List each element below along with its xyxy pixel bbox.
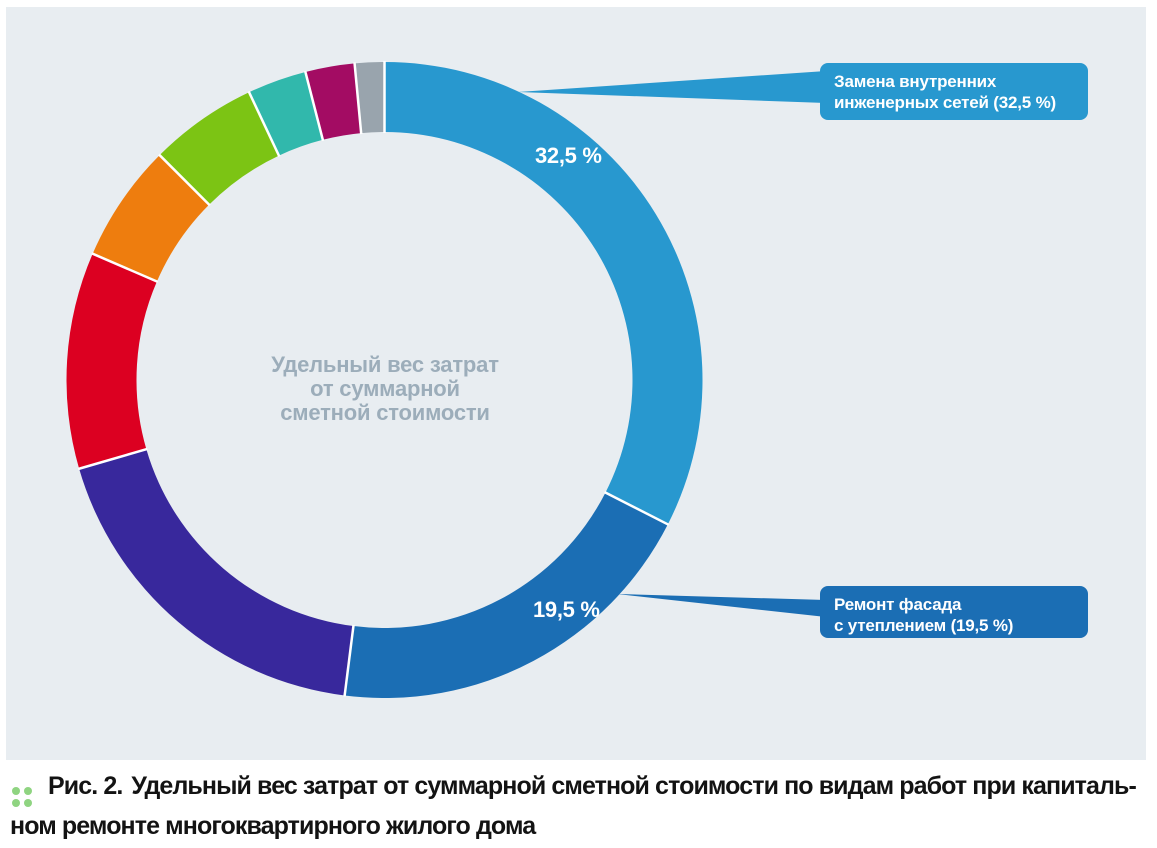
callout-line: Ремонт фасада bbox=[834, 595, 962, 614]
center-label-line: сметной стоимости bbox=[280, 400, 490, 425]
callout-line: с утеплением (19,5 %) bbox=[834, 616, 1014, 635]
segment-separator bbox=[343, 624, 355, 697]
donut-segment bbox=[384, 62, 703, 525]
callout-line: Замена внутренних bbox=[834, 72, 997, 91]
figure-caption: Рис. 2. Удельный вес затрат от суммарной … bbox=[10, 767, 1157, 845]
caption-text: Удельный вес затрат от суммарной сметной… bbox=[131, 772, 1136, 800]
caption-line-2: ном ремонте многоквартирного жилого дома bbox=[10, 812, 536, 840]
callout-line: инженерных сетей (32,5 %) bbox=[834, 93, 1056, 112]
center-label-line: от суммарной bbox=[310, 376, 460, 401]
segment-separator bbox=[303, 70, 325, 142]
marker-dot bbox=[24, 799, 32, 807]
chart-center-label: Удельный вес затрат от суммарной сметной… bbox=[230, 353, 540, 425]
segment-separator bbox=[91, 252, 159, 284]
marker-dot bbox=[12, 799, 20, 807]
donut-segment bbox=[159, 92, 279, 205]
donut-segment bbox=[344, 492, 668, 698]
marker-dot bbox=[24, 787, 32, 795]
caption-prefix: Рис. 2. bbox=[48, 772, 123, 800]
segment-separator bbox=[604, 491, 670, 526]
donut-segment bbox=[92, 155, 210, 282]
slice-value-label-32-5: 32,5 % bbox=[535, 143, 602, 168]
donut-segment bbox=[66, 253, 157, 469]
donut-segment bbox=[79, 449, 354, 696]
caption-line-1: Рис. 2. Удельный вес затрат от суммарной … bbox=[10, 767, 1157, 807]
marker-dot bbox=[12, 787, 20, 795]
donut-segment bbox=[249, 71, 323, 156]
callout-connector bbox=[617, 594, 826, 617]
callout-connector bbox=[518, 71, 826, 103]
slice-value-label-19-5: 19,5 % bbox=[533, 597, 600, 622]
donut-segment bbox=[305, 63, 362, 140]
callout-internal-networks: Замена внутренних инженерных сетей (32,5… bbox=[820, 63, 1088, 120]
segment-separator bbox=[353, 62, 363, 135]
segment-separator bbox=[247, 90, 281, 158]
segment-separator bbox=[158, 153, 211, 207]
segment-separator bbox=[77, 447, 148, 471]
center-label-line: Удельный вес затрат bbox=[271, 352, 499, 377]
donut-segment bbox=[354, 62, 385, 134]
callout-facade-repair: Ремонт фасада с утеплением (19,5 %) bbox=[820, 586, 1088, 638]
figure-marker-icon bbox=[12, 787, 32, 807]
